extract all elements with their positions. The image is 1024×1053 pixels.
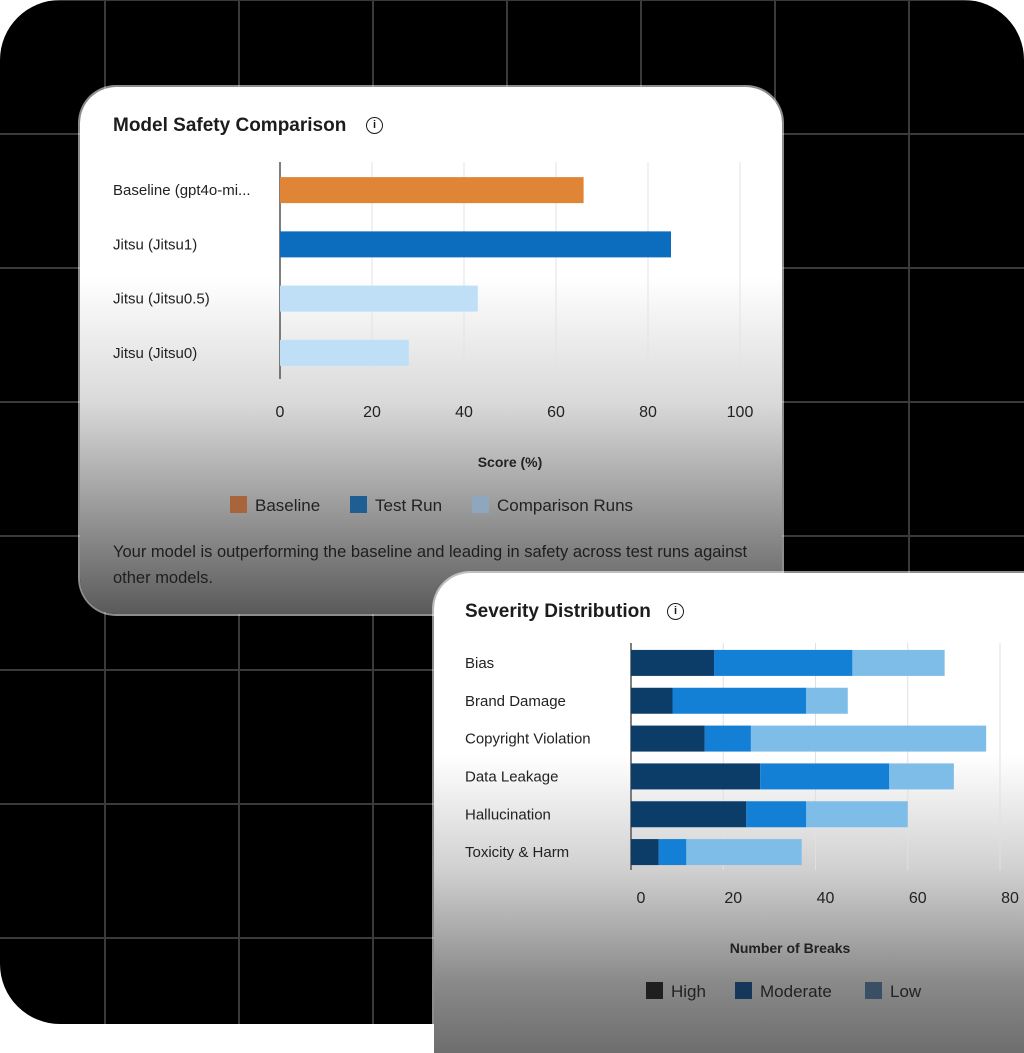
bar-segment [704, 725, 751, 752]
legend-label: Low [890, 982, 922, 1001]
legend-label: Comparison Runs [497, 496, 633, 515]
y-tick-label: Jitsu (Jitsu1) [113, 236, 197, 253]
bar-segment [631, 687, 673, 714]
x-tick-label: 100 [727, 404, 754, 421]
bar [280, 177, 584, 204]
x-tick-label: 60 [547, 404, 565, 421]
safety-bar-chart: 0 20 40 60 80 100 Baseline (gpt4o-mi... Jitsu (… [113, 162, 754, 515]
x-tick-label: 80 [1001, 890, 1019, 907]
chart-title: Severity Distribution [465, 601, 651, 622]
x-tick-label: 20 [363, 404, 381, 421]
legend-swatch [735, 982, 752, 999]
legend-swatch [230, 496, 247, 513]
x-tick-label: 20 [724, 890, 742, 907]
legend-swatch [350, 496, 367, 513]
bar [280, 285, 478, 312]
bar [280, 231, 671, 258]
chart-caption: Your model is outperforming the baseline… [113, 543, 748, 587]
bar-segment [852, 649, 945, 676]
legend-swatch [646, 982, 663, 999]
bar-segment [631, 839, 659, 866]
bar-segment [746, 801, 807, 828]
y-tick-label: Baseline (gpt4o-mi... [113, 182, 251, 199]
x-tick-label: 40 [455, 404, 473, 421]
info-icon[interactable]: i [366, 117, 383, 134]
x-tick-label: 0 [276, 404, 285, 421]
bar-segment [631, 649, 715, 676]
model-safety-card: Model Safety Comparison i 0 20 40 60 80 100 Ba… [80, 87, 782, 614]
bar-segment [631, 763, 761, 790]
y-tick-label: Jitsu (Jitsu0.5) [113, 291, 210, 308]
bar-segment [750, 725, 987, 752]
chart-title: Model Safety Comparison [113, 115, 347, 136]
bar-segment [806, 687, 848, 714]
bar-segment [714, 649, 853, 676]
bar-segment [658, 839, 687, 866]
bar-segment [806, 801, 908, 828]
legend-swatch [865, 982, 882, 999]
x-axis-label: Number of Breaks [730, 940, 851, 956]
y-tick-label: Data Leakage [465, 768, 558, 785]
y-tick-label: Bias [465, 655, 494, 672]
bar-segment [686, 839, 802, 866]
y-tick-label: Toxicity & Harm [465, 844, 569, 861]
x-tick-label: 0 [637, 890, 646, 907]
bar-segment [631, 801, 747, 828]
bar [280, 339, 409, 366]
legend-label: High [671, 982, 706, 1001]
legend-label: Baseline [255, 496, 320, 515]
x-axis-label: Score (%) [478, 454, 543, 470]
x-tick-label: 60 [909, 890, 927, 907]
severity-stacked-chart: 0 20 40 60 80 Bias Brand Damage Copyright Viola… [465, 643, 1019, 1001]
legend-swatch [472, 496, 489, 513]
x-tick-label: 40 [817, 890, 835, 907]
bar-segment [889, 763, 954, 790]
severity-distribution-card: Severity Distribution i 0 20 40 60 80 Bias Bra… [434, 573, 1024, 1053]
bar-segment [672, 687, 807, 714]
legend-label: Test Run [375, 496, 442, 515]
info-icon[interactable]: i [667, 603, 684, 620]
y-tick-label: Jitsu (Jitsu0) [113, 345, 197, 362]
bar-segment [760, 763, 890, 790]
x-tick-label: 80 [639, 404, 657, 421]
y-tick-label: Copyright Violation [465, 731, 591, 748]
bar-segment [631, 725, 705, 752]
y-tick-label: Brand Damage [465, 693, 566, 710]
y-tick-label: Hallucination [465, 806, 551, 823]
legend-label: Moderate [760, 982, 832, 1001]
